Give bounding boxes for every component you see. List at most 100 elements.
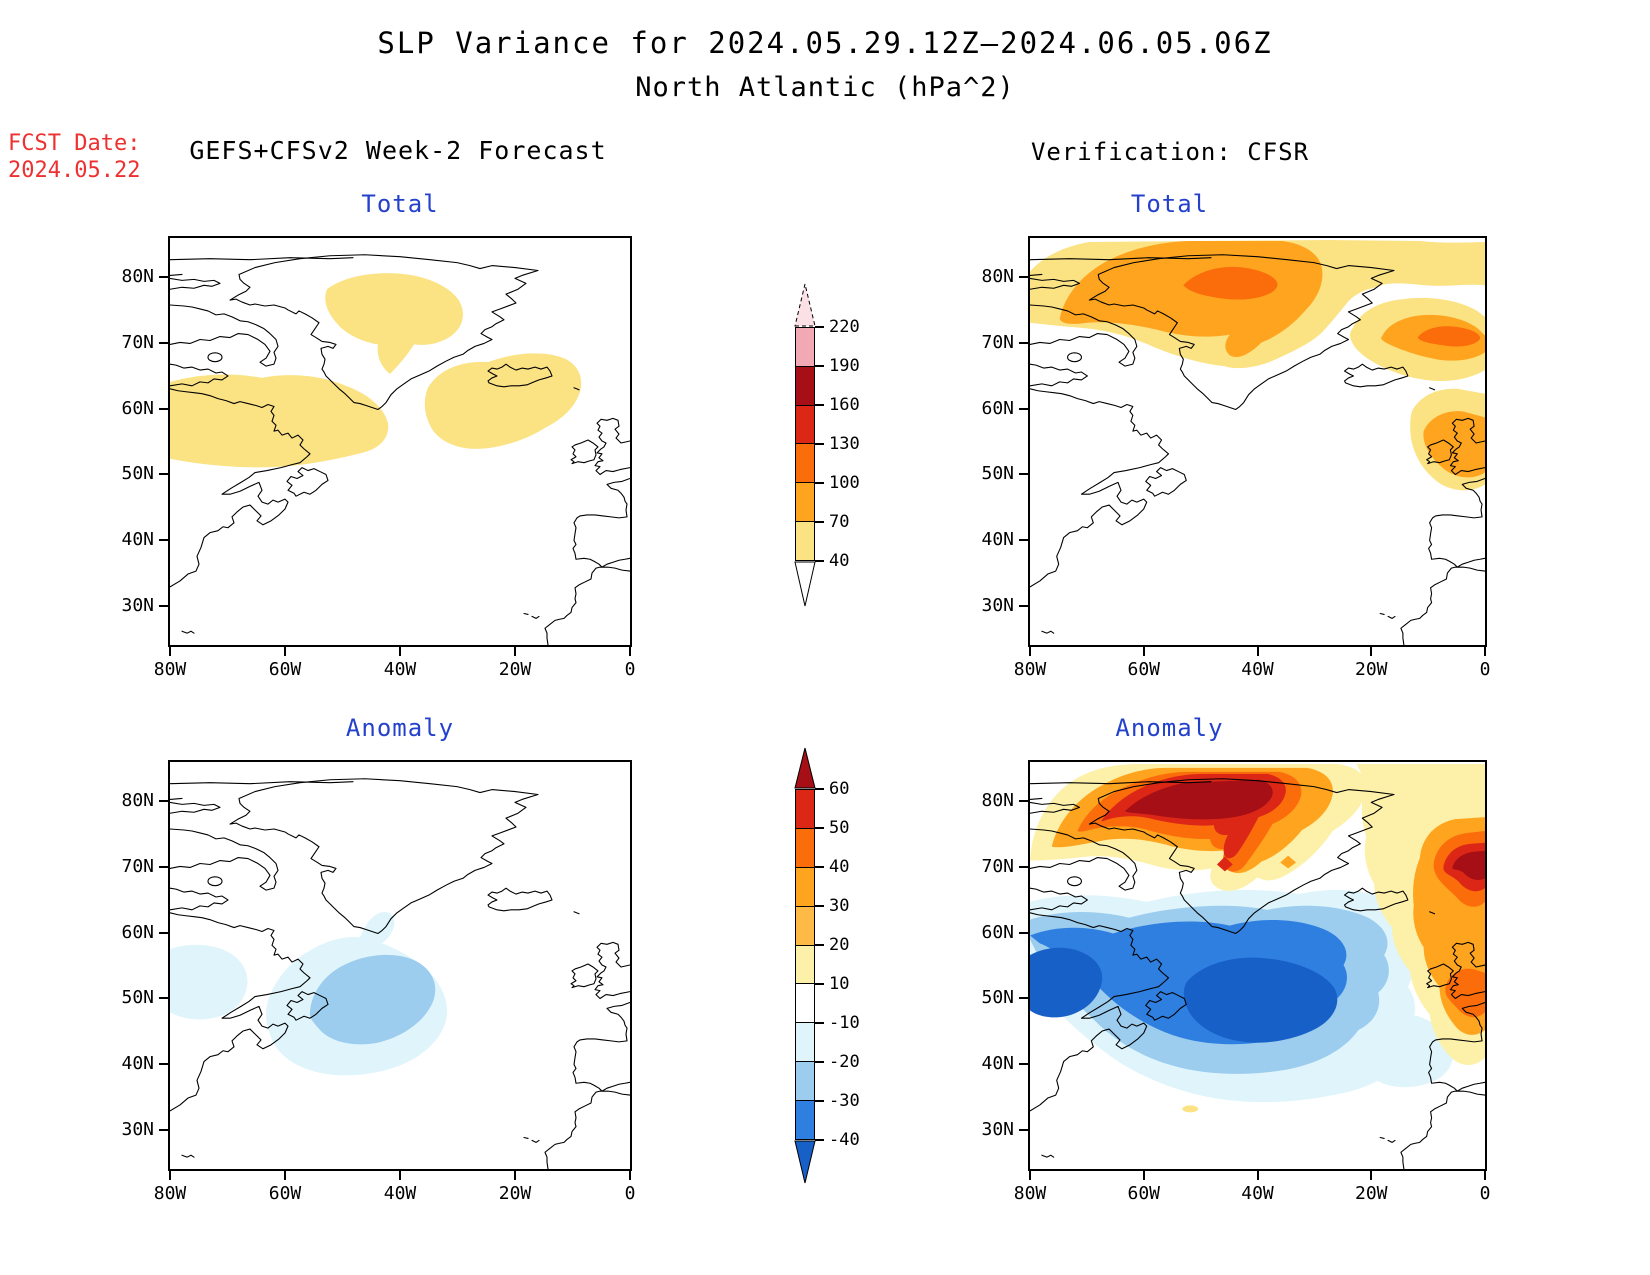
lon-tick-label: 20W [1354, 659, 1388, 680]
lat-tick-label: 50N [981, 463, 1014, 485]
lon-tick-label: 20W [498, 659, 532, 680]
color-segment-lightblue [796, 1062, 814, 1102]
colorbar-tick [815, 1061, 824, 1063]
fcst-date-block: FCST Date: 2024.05.22 [8, 130, 140, 184]
map-panel-forecast-total: Total 80N 70N 60N 50N 40N 30N 80W 60W 40W 20W 0 [121, 190, 635, 680]
lon-tick-label: 80W [1013, 1183, 1047, 1204]
colorbar-arrow [794, 747, 816, 789]
lat-tick [1019, 800, 1028, 803]
lon-tick [1029, 1171, 1031, 1180]
fcst-date-value: 2024.05.22 [8, 158, 141, 183]
shaded-regions [1030, 239, 1485, 491]
lat-tick [159, 342, 168, 345]
colorbar-tick [815, 866, 824, 868]
total-color-scale [795, 327, 815, 561]
lat-tick [1019, 276, 1028, 279]
colorbar-tick [815, 1022, 824, 1024]
lat-tick [159, 1062, 168, 1065]
lat-tick [159, 800, 168, 803]
color-segment-orange [796, 444, 814, 484]
colorbar-tick-label: 50 [829, 818, 850, 838]
lon-tick [629, 647, 631, 656]
lat-tick [159, 276, 168, 279]
lat-tick [1019, 473, 1028, 476]
colorbar-tick [815, 1100, 824, 1102]
colorbar-tick [815, 521, 824, 523]
colorbar-tick [815, 827, 824, 829]
lat-tick-label: 70N [981, 332, 1014, 354]
map-panel-forecast-anomaly: Anomaly 80N 70N 60N 50N 40N 30N 80W 60W 40W 20W 0 [121, 714, 635, 1204]
lon-tick-label: 20W [1354, 1183, 1388, 1204]
lon-tick [514, 1171, 516, 1180]
lon-tick [1484, 1171, 1486, 1180]
verification-column-header: Verification: CFSR [1030, 138, 1310, 166]
forecast-column-header: GEFS+CFSv2 Week-2 Forecast [189, 136, 607, 165]
colorbar-tick-label: 70 [829, 512, 850, 532]
colorbar-tick-label: 40 [829, 551, 850, 571]
panel-title: Total [361, 190, 439, 218]
colorbar-tick [815, 905, 824, 907]
panel-title: Total [1130, 190, 1209, 218]
lat-tick-label: 30N [981, 594, 1014, 616]
lon-tick [1370, 1171, 1373, 1180]
lat-tick [1019, 1128, 1028, 1131]
lon-tick-label: 60W [1127, 659, 1161, 680]
colorbar-tick [815, 365, 824, 367]
shaded-regions [170, 912, 448, 1076]
fcst-date-label: FCST Date: [8, 131, 141, 156]
color-segment-amber [796, 483, 814, 523]
lon-tick [1142, 647, 1145, 656]
lon-tick [284, 1171, 286, 1180]
lat-tick [1019, 538, 1028, 541]
lat-tick [159, 1128, 168, 1131]
lon-tick [1142, 1171, 1145, 1180]
shaded-regions [1030, 763, 1485, 1113]
map-panel-verification-total: Total 80N 70N 60N 50N 40N 30N 80W 60W 40W 20W 0 [981, 190, 1490, 680]
lon-tick-label: 80W [1013, 659, 1047, 680]
lon-tick [1029, 647, 1031, 656]
colorbar-tick-label: 160 [829, 395, 860, 415]
lon-tick-label: 40W [1241, 659, 1274, 680]
color-segment-palecyan [796, 1023, 814, 1063]
colorbar-tick-label: 100 [829, 473, 860, 493]
lat-tick [1019, 604, 1028, 607]
lat-tick-label: 40N [121, 1052, 154, 1074]
colorbar-tick [815, 443, 824, 445]
color-segment-orange [796, 828, 814, 868]
lat-tick [1019, 997, 1028, 1000]
colorbar-tick-label: -30 [829, 1091, 860, 1111]
lat-tick [159, 407, 168, 410]
lon-tick [1484, 647, 1486, 656]
colorbar-tick-label: -40 [829, 1130, 860, 1150]
color-segment-gold [796, 522, 814, 560]
colorbar-tick-label: -10 [829, 1013, 860, 1033]
lat-tick [1019, 1062, 1028, 1065]
lon-tick [1256, 647, 1259, 656]
lat-tick-label: 30N [121, 1118, 154, 1140]
lat-tick [159, 997, 168, 1000]
lat-tick [159, 538, 168, 541]
color-segment-amber [796, 867, 814, 907]
lon-tick-label: 60W [268, 659, 302, 680]
lon-tick [1256, 1171, 1259, 1180]
lat-tick [159, 473, 168, 476]
colorbar-tick [815, 404, 824, 406]
lat-tick-label: 30N [981, 1118, 1014, 1140]
color-segment-white [796, 984, 814, 1024]
lon-tick-label: 20W [498, 1183, 532, 1204]
colorbar-tick-label: 20 [829, 935, 850, 955]
lon-tick-label: 0 [1479, 1183, 1491, 1204]
lat-tick [159, 604, 168, 607]
colorbar-tick-label: 60 [829, 779, 850, 799]
color-segment-brightblue [796, 1101, 814, 1140]
map-forecast-anomaly [170, 778, 630, 1169]
lon-tick-label: 40W [383, 659, 417, 680]
lat-tick-label: 50N [121, 463, 154, 485]
lat-tick-label: 80N [121, 266, 154, 288]
lat-tick-label: 80N [121, 790, 154, 812]
lat-tick [1019, 342, 1028, 345]
lat-tick-label: 30N [121, 594, 154, 616]
colorbar-arrow [794, 283, 816, 327]
colorbar-tick-label: 40 [829, 857, 850, 877]
lat-tick-label: 70N [121, 856, 154, 878]
